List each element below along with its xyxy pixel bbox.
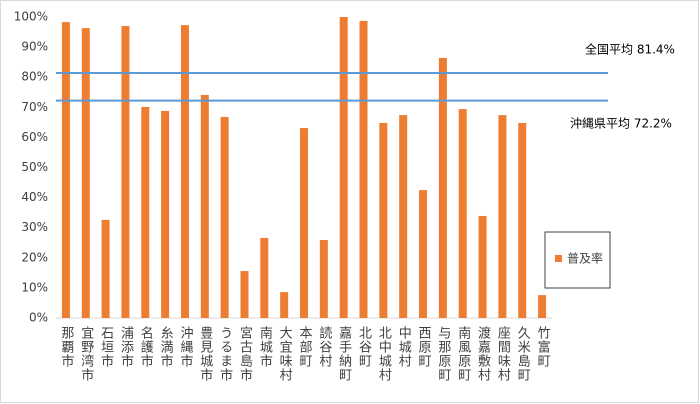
x-tick-label: 南城市 (257, 325, 273, 368)
bar (300, 128, 308, 318)
y-tick-label: 0% (29, 311, 48, 325)
x-tick-label: 宮古島市 (237, 325, 253, 382)
bar (161, 110, 170, 318)
x-tick-label: 大宜味村 (277, 326, 293, 382)
bar (180, 25, 189, 318)
x-tick-label: 読谷村 (316, 325, 332, 368)
x-tick-label: 北谷町 (356, 326, 372, 368)
bar (240, 271, 249, 318)
bar (538, 295, 547, 318)
x-tick-label: 本部町 (297, 326, 313, 368)
legend-swatch (555, 255, 562, 262)
x-tick-label: 西原町 (416, 326, 432, 368)
reference-label: 全国平均 81.4% (585, 42, 675, 57)
bar (260, 237, 269, 318)
bar (200, 94, 209, 318)
x-tick-label: 南風原町 (455, 325, 471, 382)
x-tick-label: 久米島町 (515, 326, 531, 382)
bar (518, 122, 527, 319)
y-tick-label: 10% (21, 280, 48, 294)
y-tick-label: 100% (14, 10, 48, 24)
x-tick-label: 那覇市 (58, 326, 74, 368)
bar (458, 109, 467, 318)
x-tick-label: 豊見城市 (197, 326, 213, 382)
bar (220, 116, 229, 318)
bar (478, 215, 487, 318)
x-tick-label: うるま市 (217, 326, 233, 382)
x-tick-label: 嘉手納町 (336, 326, 352, 382)
bar (61, 22, 70, 318)
x-tick-label: 中城村 (396, 326, 412, 368)
y-tick-label: 20% (21, 250, 48, 264)
y-tick-label: 40% (21, 190, 48, 204)
bar (498, 115, 507, 318)
bar (379, 122, 388, 319)
x-tick-label: 浦添市 (118, 326, 134, 368)
bar (359, 20, 368, 319)
y-tick-label: 90% (21, 40, 48, 54)
legend-label: 普及率 (567, 251, 603, 266)
bar (280, 292, 289, 318)
bar (339, 17, 348, 318)
y-tick-label: 70% (21, 100, 48, 114)
x-tick-label: 与那原町 (435, 326, 451, 382)
bar (419, 190, 428, 318)
x-tick-label: 渡嘉敷村 (475, 325, 491, 382)
bar (101, 219, 110, 318)
y-tick-label: 30% (21, 220, 48, 234)
x-tick-label: 糸満市 (158, 326, 174, 368)
y-tick-label: 60% (21, 130, 48, 144)
x-tick-label: 沖縄市 (177, 326, 193, 368)
x-tick-label: 北中城村 (376, 326, 392, 382)
bar (399, 115, 408, 318)
x-tick-label: 宜野湾市 (78, 326, 94, 382)
x-tick-label: 座間味村 (495, 326, 511, 382)
bar (121, 26, 130, 319)
bar (438, 57, 447, 318)
x-tick-label: 名護市 (138, 325, 154, 368)
y-tick-label: 50% (21, 160, 48, 174)
y-tick-label: 80% (21, 70, 48, 84)
bar (141, 106, 150, 319)
bar (319, 240, 328, 318)
x-tick-label: 竹富町 (535, 326, 551, 368)
bar (81, 28, 90, 319)
x-tick-label: 石垣市 (98, 326, 114, 368)
reference-label: 沖縄県平均 72.2% (570, 116, 672, 131)
